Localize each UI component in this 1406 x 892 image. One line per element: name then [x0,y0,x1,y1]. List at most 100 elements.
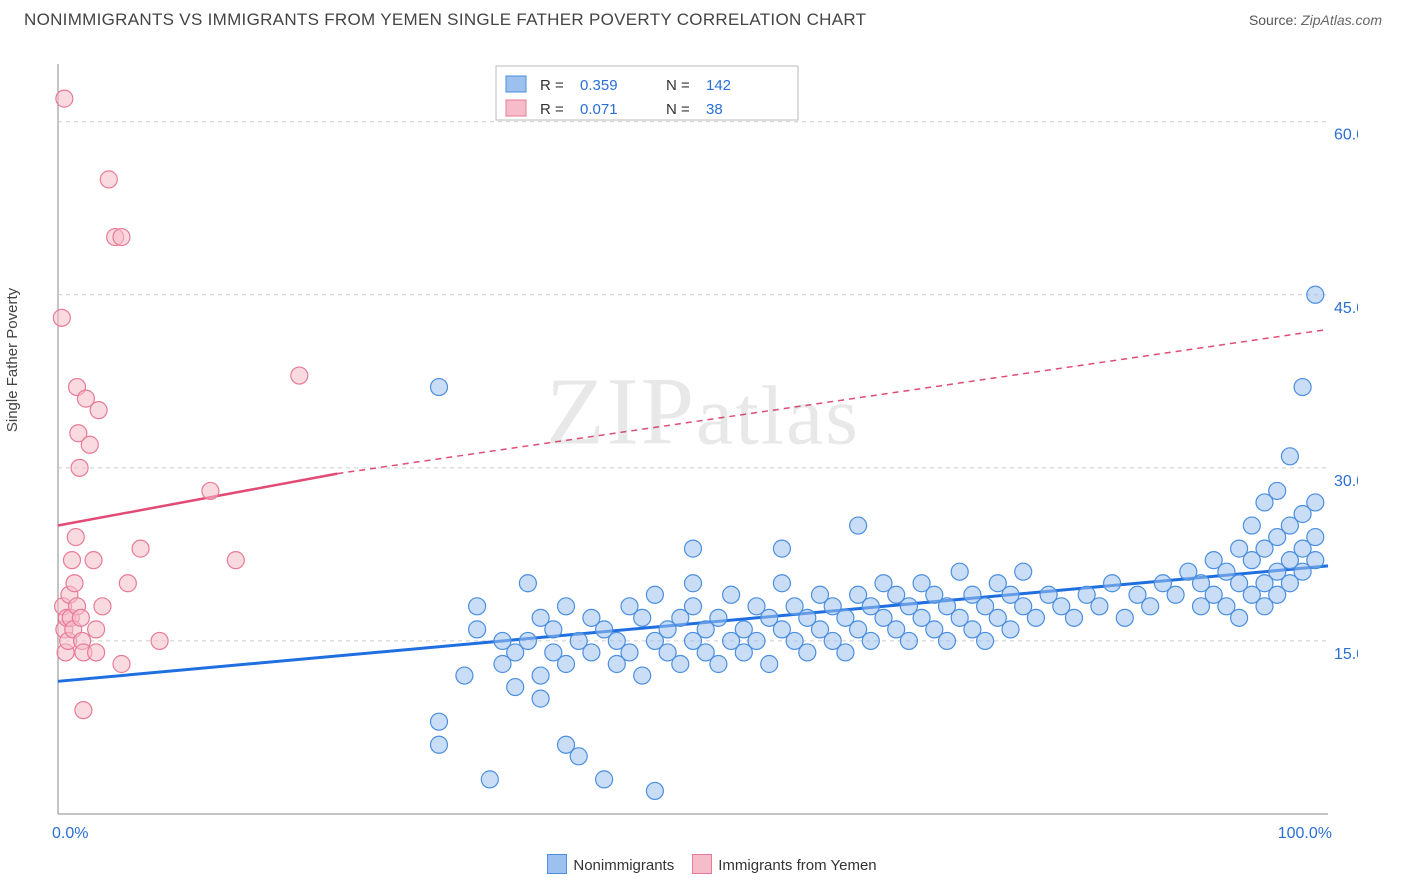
data-point [71,459,88,476]
data-point [621,644,638,661]
data-point [75,702,92,719]
y-axis-label: Single Father Poverty [4,216,21,360]
data-point [710,656,727,673]
legend-label: Nonimmigrants [573,857,674,874]
scatter-chart: 15.0%30.0%45.0%60.0%0.0%100.0%R =0.359N … [48,48,1358,838]
data-point [1091,598,1108,615]
chart-title: NONIMMIGRANTS VS IMMIGRANTS FROM YEMEN S… [24,10,866,30]
data-point [1294,379,1311,396]
data-point [90,402,107,419]
svg-text:60.0%: 60.0% [1334,127,1358,144]
data-point [773,575,790,592]
data-point [532,667,549,684]
data-point [56,90,73,107]
data-point [88,644,105,661]
data-point [837,644,854,661]
data-point [519,632,536,649]
data-point [1167,586,1184,603]
source-value: ZipAtlas.com [1301,12,1382,28]
data-point [66,575,83,592]
data-point [646,782,663,799]
data-point [1142,598,1159,615]
source-attribution: Source: ZipAtlas.com [1249,12,1382,28]
data-point [85,552,102,569]
svg-text:N =: N = [666,101,690,118]
data-point [1231,609,1248,626]
data-point [291,367,308,384]
data-point [532,690,549,707]
data-point [1104,575,1121,592]
data-point [1015,563,1032,580]
data-point [481,771,498,788]
data-point [1307,494,1324,511]
svg-text:15.0%: 15.0% [1334,646,1358,663]
data-point [431,713,448,730]
data-point [94,598,111,615]
data-point [519,575,536,592]
svg-text:100.0%: 100.0% [1278,825,1332,838]
data-point [1116,609,1133,626]
source-label: Source: [1249,12,1297,28]
data-point [900,632,917,649]
data-point [469,598,486,615]
data-point [431,379,448,396]
data-point [951,563,968,580]
data-point [799,644,816,661]
data-point [634,667,651,684]
svg-text:0.0%: 0.0% [52,825,88,838]
data-point [773,540,790,557]
data-point [672,656,689,673]
data-point [748,632,765,649]
data-point [939,632,956,649]
data-point [456,667,473,684]
data-point [761,656,778,673]
data-point [545,621,562,638]
data-point [113,229,130,246]
data-point [1027,609,1044,626]
data-point [227,552,244,569]
data-point [862,632,879,649]
data-point [53,309,70,326]
svg-text:N =: N = [666,77,690,94]
data-point [685,598,702,615]
bottom-legend: Nonimmigrants Immigrants from Yemen [0,854,1406,874]
data-point [570,748,587,765]
data-point [81,436,98,453]
data-point [72,609,89,626]
data-point [469,621,486,638]
chart-area: 15.0%30.0%45.0%60.0%0.0%100.0%R =0.359N … [48,48,1358,838]
data-point [1066,609,1083,626]
data-point [202,482,219,499]
svg-text:38: 38 [706,101,723,118]
data-point [119,575,136,592]
data-point [113,656,130,673]
data-point [132,540,149,557]
data-point [431,736,448,753]
svg-text:0.359: 0.359 [580,77,618,94]
data-point [685,540,702,557]
svg-text:R =: R = [540,101,564,118]
svg-text:30.0%: 30.0% [1334,473,1358,490]
data-point [723,586,740,603]
data-point [1307,529,1324,546]
svg-text:0.071: 0.071 [580,101,618,118]
data-point [646,586,663,603]
data-point [1281,448,1298,465]
data-point [596,771,613,788]
data-point [977,632,994,649]
data-point [1307,286,1324,303]
data-point [151,632,168,649]
data-point [100,171,117,188]
data-point [1307,552,1324,569]
data-point [507,679,524,696]
legend-swatch [692,854,712,874]
svg-text:142: 142 [706,77,731,94]
data-point [583,644,600,661]
legend-label: Immigrants from Yemen [718,857,876,874]
data-point [1243,517,1260,534]
data-point [558,598,575,615]
data-point [850,517,867,534]
data-point [634,609,651,626]
data-point [88,621,105,638]
data-point [63,552,80,569]
